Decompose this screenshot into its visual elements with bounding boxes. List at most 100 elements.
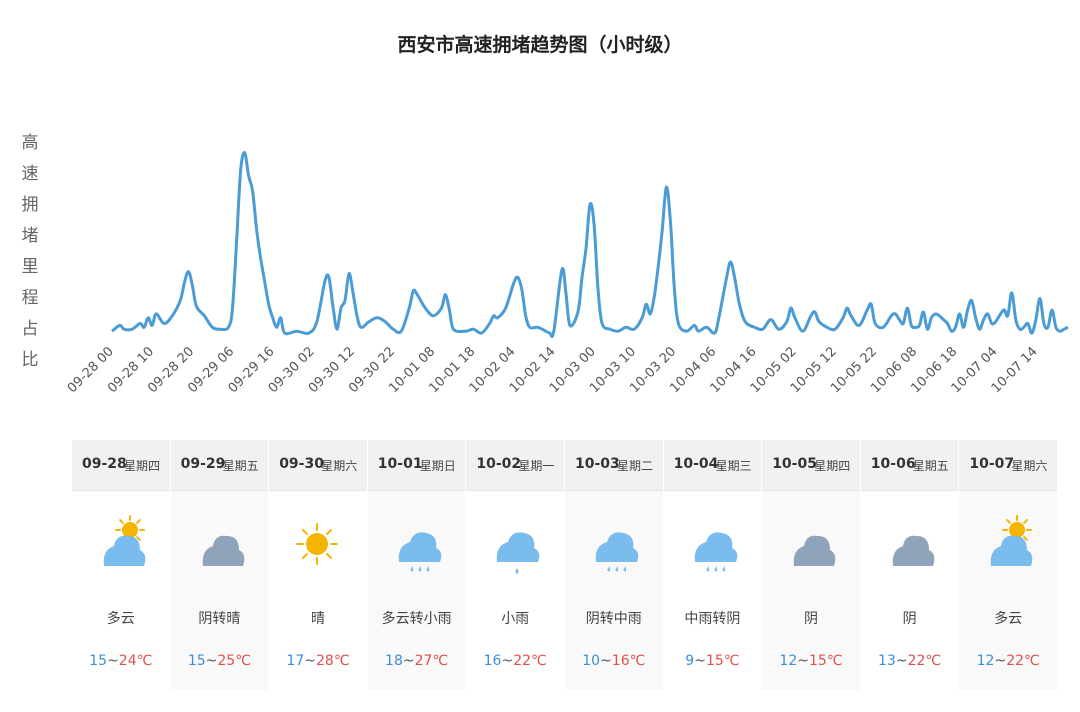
partly-cloudy-icon xyxy=(977,508,1037,580)
forecast-condition: 阴转晴 xyxy=(198,611,241,627)
light-rain-icon xyxy=(484,508,544,580)
forecast-day: 10-03 星期二阴转中雨 10~16℃ xyxy=(565,440,663,690)
forecast-high-temp: 16 xyxy=(611,653,630,669)
forecast-date: 10-04 xyxy=(673,456,719,472)
y-axis-label-char: 高 xyxy=(21,133,39,153)
forecast-weekday: 星期二 xyxy=(617,459,654,473)
forecast-temp-unit: ℃ xyxy=(333,653,350,669)
forecast-low-temp: 18 xyxy=(385,653,403,669)
weather-forecast-strip: 09-28 星期四 多云 15~24℃ 09-29 星期五 阴转晴 15~25℃ 09-30 星期… xyxy=(72,440,1058,690)
forecast-day-header: 10-04 星期三 xyxy=(663,440,762,491)
forecast-condition: 多云 xyxy=(106,611,135,627)
forecast-day: 10-06 星期五阴 13~22℃ xyxy=(860,440,959,690)
forecast-high-temp: 22 xyxy=(513,653,532,669)
forecast-day-header: 10-01 星期日 xyxy=(367,440,466,491)
forecast-high-temp: 25 xyxy=(217,653,236,669)
forecast-low-temp: 16 xyxy=(483,653,502,669)
forecast-high-temp: 27 xyxy=(414,653,433,669)
forecast-day: 10-01 星期日 多云转小雨 18~27℃ xyxy=(367,440,466,690)
forecast-low-temp: 9 xyxy=(685,653,695,669)
forecast-low-temp: 17 xyxy=(286,653,305,669)
series-line xyxy=(111,151,1069,338)
forecast-weekday: 星期五 xyxy=(912,459,949,473)
forecast-date: 09-29 xyxy=(180,456,226,472)
forecast-day-header: 10-06 星期五 xyxy=(860,440,959,491)
forecast-date: 10-05 xyxy=(772,456,817,472)
forecast-high-temp: 24 xyxy=(118,653,137,669)
chart-title: 西安市高速拥堵趋势图（小时级） xyxy=(397,34,683,56)
forecast-weekday: 星期六 xyxy=(1011,459,1048,473)
forecast-temp-unit: ℃ xyxy=(1024,653,1040,669)
forecast-high-temp: 22 xyxy=(907,653,926,669)
overcast-icon xyxy=(879,508,939,580)
forecast-day-header: 10-05 星期四 xyxy=(762,440,860,491)
forecast-date: 10-01 xyxy=(377,456,423,472)
forecast-temp-unit: ℃ xyxy=(235,653,251,669)
y-axis-label-char: 堵 xyxy=(21,226,39,246)
forecast-condition: 阴 xyxy=(803,611,818,627)
forecast-weekday: 星期六 xyxy=(321,459,358,473)
y-axis-label-char: 程 xyxy=(21,288,39,308)
forecast-condition: 晴 xyxy=(310,611,325,627)
forecast-temp-unit: ℃ xyxy=(531,653,547,669)
forecast-temperature: 15~25℃ xyxy=(187,653,251,669)
forecast-weekday: 星期三 xyxy=(715,459,752,473)
forecast-day-header: 10-07 星期六 xyxy=(959,440,1057,491)
forecast-low-temp: 12 xyxy=(976,653,995,669)
forecast-weekday: 星期一 xyxy=(518,459,555,473)
forecast-temperature: 13~22℃ xyxy=(878,653,942,669)
y-axis-label-char: 占 xyxy=(21,319,39,339)
forecast-low-temp: 10 xyxy=(582,653,601,669)
overcast-icon xyxy=(780,508,840,580)
forecast-temperature: 12~22℃ xyxy=(976,653,1040,669)
forecast-day: 09-30 星期六晴 17~28℃ xyxy=(269,440,367,690)
partly-cloudy-icon xyxy=(90,508,150,580)
forecast-low-temp: 12 xyxy=(779,653,798,669)
forecast-date: 09-28 xyxy=(82,456,127,472)
overcast-icon xyxy=(189,508,249,580)
rain-icon xyxy=(682,508,742,580)
y-axis-label-char: 拥 xyxy=(21,195,39,215)
forecast-temperature: 12~15℃ xyxy=(779,653,843,669)
forecast-high-temp: 15 xyxy=(808,653,827,669)
forecast-high-temp: 28 xyxy=(315,653,334,669)
forecast-condition: 阴 xyxy=(902,611,917,627)
forecast-temp-unit: ℃ xyxy=(925,653,942,669)
forecast-high-temp: 22 xyxy=(1006,653,1025,669)
forecast-weekday: 星期日 xyxy=(419,459,456,473)
forecast-condition: 小雨 xyxy=(501,611,530,627)
y-axis-label: 高 速 拥 堵 里 程 占 比 xyxy=(18,128,42,376)
forecast-low-temp: 15 xyxy=(89,653,108,669)
y-axis-label-char: 比 xyxy=(21,350,39,370)
y-axis-label-char: 速 xyxy=(21,164,39,184)
forecast-day: 10-05 星期四阴 12~15℃ xyxy=(762,440,860,690)
forecast-day-header: 09-30 星期六 xyxy=(269,440,367,491)
rain-icon xyxy=(386,508,446,580)
forecast-date: 10-06 xyxy=(870,456,916,472)
forecast-temperature: 16~22℃ xyxy=(483,653,547,669)
forecast-condition: 阴转中雨 xyxy=(585,611,642,627)
forecast-day: 10-07 星期六 多云 12~22℃ xyxy=(959,440,1057,690)
forecast-date: 10-07 xyxy=(969,456,1015,472)
forecast-temperature: 17~28℃ xyxy=(286,653,350,669)
forecast-temperature: 15~24℃ xyxy=(89,653,153,669)
forecast-day: 09-28 星期四多云 15~24℃ xyxy=(72,440,170,690)
forecast-day-header: 09-29 星期五 xyxy=(170,440,269,491)
forecast-day-header: 10-03 星期二 xyxy=(565,440,663,491)
forecast-temp-unit: ℃ xyxy=(826,653,843,669)
forecast-date: 10-03 xyxy=(575,456,620,472)
sunny-icon xyxy=(287,508,347,580)
rain-icon xyxy=(583,508,643,580)
forecast-temperature: 10~16℃ xyxy=(582,653,646,669)
forecast-weekday: 星期四 xyxy=(124,459,161,473)
forecast-date: 10-02 xyxy=(476,456,522,472)
forecast-condition: 中雨转阴 xyxy=(684,611,741,627)
forecast-condition: 多云转小雨 xyxy=(381,611,452,627)
forecast-day-header: 09-28 星期四 xyxy=(72,440,170,491)
forecast-temp-unit: ℃ xyxy=(723,653,740,669)
forecast-low-temp: 13 xyxy=(878,653,896,669)
forecast-date: 09-30 xyxy=(279,456,324,472)
forecast-temp-unit: ℃ xyxy=(629,653,646,669)
